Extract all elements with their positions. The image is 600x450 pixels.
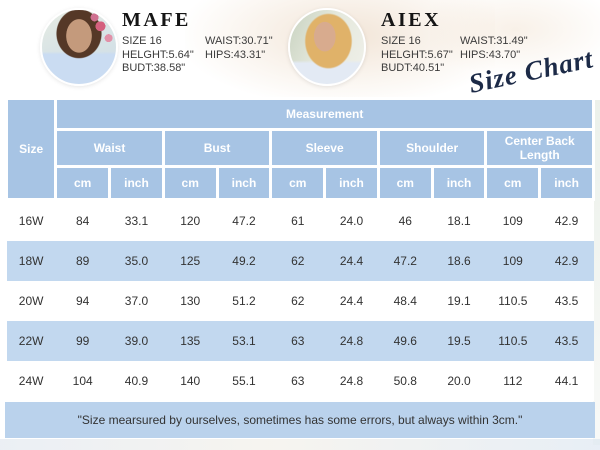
column-header-measurement: Measurement (54, 97, 595, 131)
model-specs-aiex-right: WAIST:31.49" HIPS:43.70" (460, 35, 528, 62)
model-bust: BUDT:40.51" (381, 62, 445, 74)
model-specs-mafe-left: SIZE 16 HELGHT:5.64" BUDT:38.58" (122, 35, 194, 76)
size-cell: 18W (6, 241, 56, 281)
unit-header-cm: cm (161, 165, 219, 201)
size-cell: 24W (6, 361, 56, 401)
unit-header-inch: inch (215, 165, 273, 201)
column-header-waist: Waist (54, 128, 165, 168)
model-name-aiex: AIEX (381, 9, 442, 31)
model-specs-mafe-right: WAIST:30.71" HIPS:43.31" (205, 35, 273, 62)
column-header-sleeve: Sleeve (269, 128, 380, 168)
measurement-disclaimer: "Size mearsured by ourselves, sometimes … (5, 402, 595, 438)
column-header-size: Size (4, 97, 58, 201)
unit-header-inch: inch (430, 165, 488, 201)
unit-header-inch: inch (108, 165, 165, 201)
model-hips: HIPS:43.70" (460, 48, 521, 61)
faded-photo-edge (593, 100, 600, 445)
size-chart-table-wrap: Size Measurement Waist Bust Sleeve Shoul… (4, 97, 595, 438)
faded-photo-background (430, 0, 600, 77)
size-cell: 16W (6, 199, 56, 241)
unit-header-cm: cm (269, 165, 327, 201)
unit-header-cm: cm (484, 165, 542, 201)
model-photo-mafe (40, 8, 118, 86)
model-waist: WAIST:30.71" (205, 35, 273, 47)
column-header-bust: Bust (161, 128, 273, 168)
size-cell: 20W (6, 281, 56, 321)
unit-header-inch: inch (538, 165, 595, 201)
model-hips: HIPS:43.31" (205, 48, 266, 61)
unit-header-cm: cm (54, 165, 112, 201)
column-header-center-back-length: Center Back Length (484, 128, 595, 168)
table-row-20w: 20W 94 37.0 130 51.2 62 24.4 48.4 19.1 1… (6, 281, 594, 321)
model-bust: BUDT:38.58" (122, 62, 186, 74)
model-height: HELGHT:5.64" (122, 48, 194, 61)
model-size: SIZE 16 (381, 35, 421, 47)
model-specs-aiex-left: SIZE 16 HELGHT:5.67" BUDT:40.51" (381, 35, 453, 76)
model-name-mafe: MAFE (122, 9, 191, 31)
unit-header-cm: cm (376, 165, 434, 201)
table-row-16w: 16W 84 33.1 120 47.2 61 24.0 46 18.1 109… (6, 199, 594, 241)
column-header-shoulder: Shoulder (376, 128, 488, 168)
model-height: HELGHT:5.67" (381, 48, 453, 61)
model-size: SIZE 16 (122, 35, 162, 47)
size-chart-table: Size Measurement Waist Bust Sleeve Shoul… (4, 97, 595, 401)
table-row-22w: 22W 99 39.0 135 53.1 63 24.8 49.6 19.5 1… (6, 321, 594, 361)
table-row-18w: 18W 89 35.0 125 49.2 62 24.4 47.2 18.6 1… (6, 241, 594, 281)
table-row-24w: 24W 104 40.9 140 55.1 63 24.8 50.8 20.0 … (6, 361, 594, 401)
model-waist: WAIST:31.49" (460, 35, 528, 47)
model-photo-aiex (288, 8, 366, 86)
faded-photo-bottom-edge (0, 439, 600, 450)
size-cell: 22W (6, 321, 56, 361)
unit-header-inch: inch (323, 165, 380, 201)
